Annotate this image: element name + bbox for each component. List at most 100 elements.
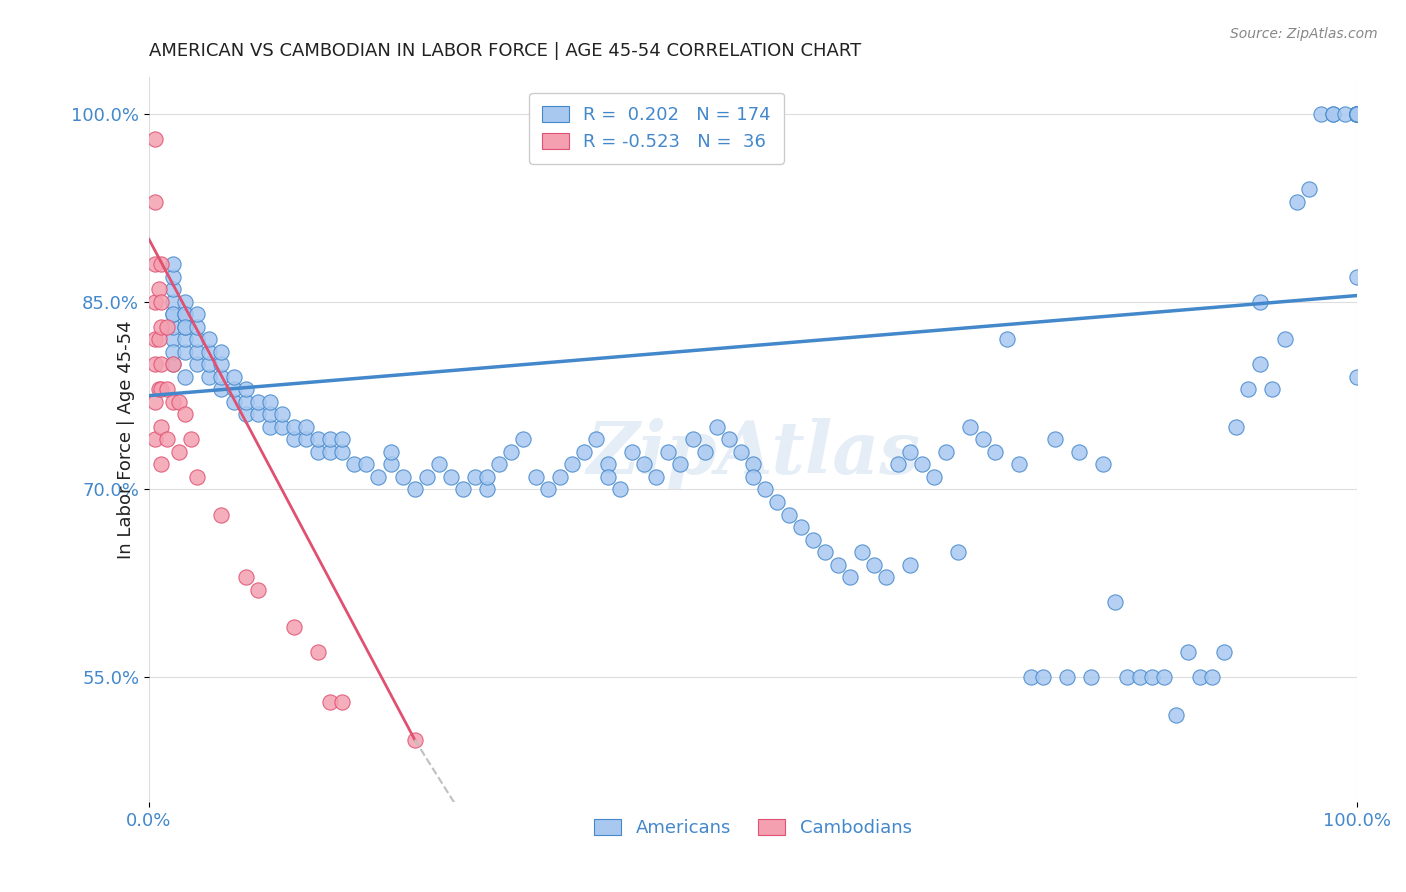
Point (1213, 645, 1236, 659)
Point (898, 445, 921, 459)
Point (162, 257, 184, 271)
Point (488, 458, 510, 472)
Point (682, 433, 704, 447)
Point (596, 470, 619, 484)
Point (198, 370, 221, 384)
Point (911, 458, 934, 472)
Point (1080, 670, 1102, 684)
Point (143, 194, 166, 209)
Point (380, 445, 402, 459)
Point (838, 570, 860, 584)
Point (143, 294, 166, 309)
Point (742, 458, 765, 472)
Point (259, 420, 281, 434)
Point (307, 645, 329, 659)
Point (572, 445, 595, 459)
Point (270, 420, 292, 434)
Point (198, 357, 221, 371)
Point (259, 395, 281, 409)
Point (596, 458, 619, 472)
Point (150, 294, 173, 309)
Legend: Americans, Cambodians: Americans, Cambodians (586, 812, 920, 844)
Point (730, 445, 752, 459)
Text: ZipAtlas: ZipAtlas (586, 418, 920, 490)
Point (319, 433, 342, 447)
Point (319, 445, 342, 459)
Point (1346, 107, 1368, 121)
Point (235, 395, 257, 409)
Point (162, 357, 184, 371)
Point (477, 470, 499, 484)
Point (1188, 670, 1211, 684)
Point (150, 383, 173, 397)
Point (477, 483, 499, 497)
Point (143, 395, 166, 409)
Point (143, 132, 166, 146)
Point (524, 470, 547, 484)
Point (1346, 107, 1368, 121)
Point (1274, 332, 1296, 346)
Point (162, 294, 184, 309)
Point (150, 319, 173, 334)
Point (1346, 107, 1368, 121)
Point (186, 470, 208, 484)
Point (501, 445, 523, 459)
Point (180, 433, 202, 447)
Point (1322, 107, 1344, 121)
Text: AMERICAN VS CAMBODIAN IN LABOR FORCE | AGE 45-54 CORRELATION CHART: AMERICAN VS CAMBODIAN IN LABOR FORCE | A… (149, 42, 862, 60)
Point (162, 319, 184, 334)
Point (972, 433, 994, 447)
Point (235, 570, 257, 584)
Point (1346, 107, 1368, 121)
Point (1346, 269, 1368, 284)
Point (1069, 445, 1091, 459)
Point (1261, 383, 1284, 397)
Point (174, 307, 197, 321)
Point (209, 370, 232, 384)
Point (1346, 107, 1368, 121)
Point (283, 420, 305, 434)
Point (464, 470, 486, 484)
Point (162, 269, 184, 284)
Point (1346, 107, 1368, 121)
Point (186, 307, 208, 321)
Point (167, 395, 190, 409)
Point (1346, 107, 1368, 121)
Point (150, 458, 173, 472)
Point (222, 395, 245, 409)
Point (922, 470, 945, 484)
Point (1153, 670, 1175, 684)
Point (174, 307, 197, 321)
Point (143, 332, 166, 346)
Point (156, 319, 179, 334)
Point (143, 433, 166, 447)
Point (657, 445, 679, 459)
Point (585, 433, 607, 447)
Point (148, 383, 170, 397)
Point (451, 483, 474, 497)
Point (609, 483, 631, 497)
Point (209, 383, 232, 397)
Point (1249, 357, 1271, 371)
Point (174, 294, 197, 309)
Point (1249, 294, 1271, 309)
Point (174, 408, 197, 422)
Point (209, 508, 232, 522)
Point (295, 420, 318, 434)
Point (186, 319, 208, 334)
Point (1309, 107, 1331, 121)
Point (766, 495, 789, 509)
Point (380, 458, 402, 472)
Point (174, 319, 197, 334)
Point (935, 445, 957, 459)
Point (1346, 107, 1368, 121)
Point (1056, 670, 1078, 684)
Point (270, 408, 292, 422)
Point (162, 344, 184, 359)
Point (1346, 107, 1368, 121)
Point (1237, 383, 1260, 397)
Point (156, 383, 179, 397)
Point (283, 433, 305, 447)
Point (186, 344, 208, 359)
Point (330, 445, 353, 459)
